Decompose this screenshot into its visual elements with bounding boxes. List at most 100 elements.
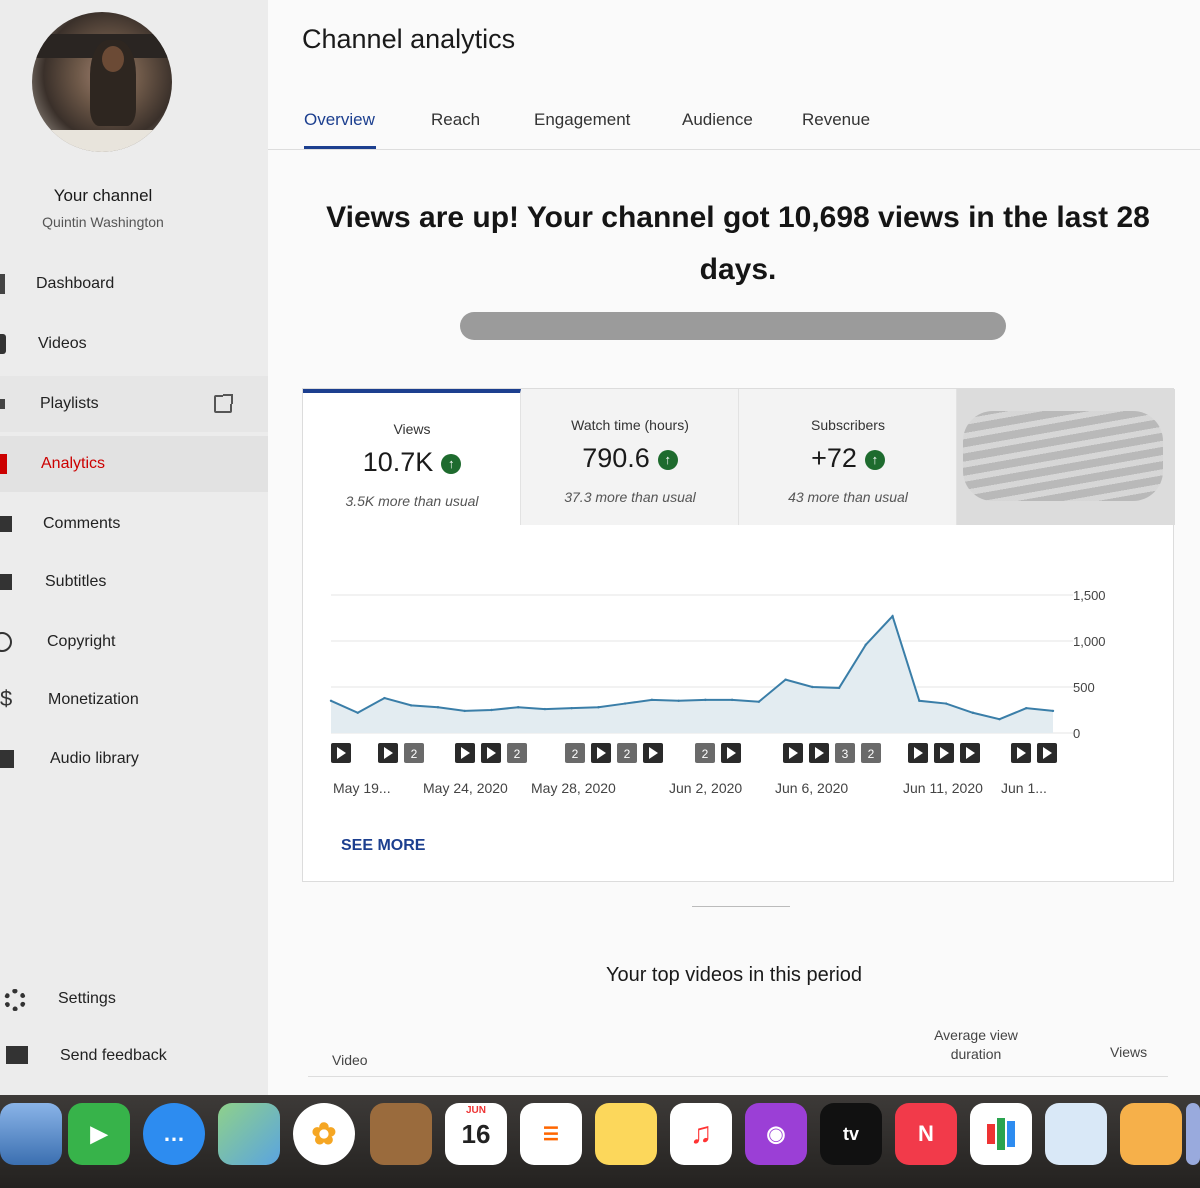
- table-divider: [308, 1076, 1168, 1077]
- sidebar-item-label: Dashboard: [36, 275, 115, 292]
- video-publish-marker: [1037, 743, 1057, 763]
- page-title: Channel analytics: [302, 24, 516, 54]
- contacts-icon[interactable]: [370, 1103, 432, 1165]
- playlists-icon: [0, 399, 5, 409]
- headline: Views are up! Your channel got 10,698 vi…: [326, 201, 1150, 286]
- external-link-icon[interactable]: [214, 394, 233, 413]
- notes-icon[interactable]: [595, 1103, 657, 1165]
- sidebar-item-settings[interactable]: Settings: [0, 971, 268, 1027]
- metric-tabs: Views 10.7K ↑ 3.5K more than usual Watch …: [303, 389, 1175, 525]
- tab-revenue[interactable]: Revenue: [802, 110, 871, 129]
- column-header-video[interactable]: Video: [332, 1052, 368, 1068]
- y-tick-label: 1,500: [1073, 588, 1106, 603]
- calendar-icon[interactable]: JUN 16: [445, 1103, 507, 1165]
- data-point: [677, 699, 680, 702]
- see-more-link[interactable]: SEE MORE: [341, 837, 426, 854]
- data-point: [410, 704, 413, 707]
- play-icon: [815, 747, 824, 759]
- messages-icon[interactable]: …: [143, 1103, 205, 1165]
- facetime-icon[interactable]: ▶: [68, 1103, 130, 1165]
- reminders-icon[interactable]: ☰: [520, 1103, 582, 1165]
- metric-note: 37.3 more than usual: [564, 489, 696, 505]
- maps-icon[interactable]: [218, 1103, 280, 1165]
- metric-note: 43 more than usual: [788, 489, 908, 505]
- macos-dock: ▶ … ✿ JUN 16 ☰ ♫ ◉ tv N: [0, 1095, 1200, 1188]
- sidebar: Your channel Quintin Washington Dashboar…: [0, 0, 268, 1095]
- sidebar-item-label: Analytics: [41, 455, 106, 472]
- top-videos-title: Your top videos in this period: [605, 964, 863, 986]
- calendar-month: JUN: [465, 1105, 486, 1116]
- marker-count: 2: [411, 747, 418, 761]
- sidebar-item-monetization[interactable]: $ Monetization: [0, 672, 268, 728]
- sidebar-item-audio-library[interactable]: Audio library: [0, 731, 268, 787]
- sidebar-item-analytics[interactable]: Analytics: [0, 436, 268, 492]
- photos-icon[interactable]: ✿: [293, 1103, 355, 1165]
- apple-tv-icon[interactable]: tv: [820, 1103, 882, 1165]
- sidebar-item-label: Copyright: [47, 633, 116, 650]
- column-header-avg-view-duration[interactable]: Average view duration: [934, 1027, 1018, 1062]
- metric-subscribers[interactable]: Subscribers +72 ↑ 43 more than usual: [739, 389, 957, 525]
- music-note-icon: [0, 750, 14, 768]
- tab-engagement[interactable]: Engagement: [534, 110, 631, 129]
- video-publish-marker: [809, 743, 829, 763]
- sidebar-item-send-feedback[interactable]: Send feedback: [0, 1028, 268, 1084]
- marker-count: 2: [572, 747, 579, 761]
- pages-icon[interactable]: [1120, 1103, 1182, 1165]
- arrow-up-icon: ↑: [864, 449, 885, 470]
- video-publish-marker: [934, 743, 954, 763]
- video-count-marker: 2: [617, 743, 637, 763]
- news-icon[interactable]: N: [895, 1103, 957, 1165]
- column-header-views[interactable]: Views: [1110, 1044, 1148, 1060]
- videos-icon: [0, 334, 6, 354]
- tab-audience[interactable]: Audience: [682, 110, 753, 129]
- video-publish-marker: [783, 743, 803, 763]
- y-tick-label: 1,000: [1073, 634, 1106, 649]
- tab-overview[interactable]: Overview: [304, 110, 375, 129]
- data-point: [730, 698, 734, 702]
- play-icon: [384, 747, 393, 759]
- x-tick-label: May 24, 2020: [423, 780, 508, 796]
- metric-watch-time[interactable]: Watch time (hours) 790.6 ↑ 37.3 more than…: [521, 389, 739, 525]
- channel-avatar[interactable]: [32, 12, 172, 152]
- video-publish-marker: [960, 743, 980, 763]
- metric-redacted[interactable]: [957, 389, 1175, 525]
- numbers-icon[interactable]: [970, 1103, 1032, 1165]
- play-icon: [487, 747, 496, 759]
- video-publish-marker: [481, 743, 501, 763]
- subtitles-icon: [0, 574, 12, 590]
- metric-views[interactable]: Views 10.7K ↑ 3.5K more than usual: [303, 389, 521, 525]
- sidebar-item-videos[interactable]: Videos: [0, 316, 268, 372]
- sidebar-item-copyright[interactable]: Copyright: [0, 614, 268, 670]
- sidebar-item-label: Send feedback: [60, 1047, 167, 1064]
- keynote-icon[interactable]: [1045, 1103, 1107, 1165]
- dashboard-icon: [0, 274, 5, 294]
- tv-label: tv: [842, 1123, 859, 1144]
- metric-label: Subscribers: [811, 417, 885, 433]
- data-point: [971, 711, 974, 714]
- podcasts-icon[interactable]: ◉: [745, 1103, 807, 1165]
- feedback-icon: [6, 1046, 28, 1064]
- music-icon[interactable]: ♫: [670, 1103, 732, 1165]
- your-channel-label: Your channel: [53, 186, 153, 205]
- sidebar-item-comments[interactable]: Comments: [0, 496, 268, 552]
- sidebar-item-dashboard[interactable]: Dashboard: [0, 256, 268, 312]
- data-point: [597, 706, 600, 709]
- copyright-icon: [0, 632, 12, 652]
- redaction-scribble: [963, 411, 1163, 501]
- video-count-marker: 2: [565, 743, 585, 763]
- marker-count: 2: [702, 747, 709, 761]
- dollar-icon: $: [0, 686, 13, 711]
- mail-stamp-icon[interactable]: [0, 1103, 62, 1165]
- data-point: [837, 686, 841, 690]
- redacted-text: [460, 312, 1006, 340]
- sidebar-item-subtitles[interactable]: Subtitles: [0, 554, 268, 610]
- play-icon: [597, 747, 606, 759]
- data-point: [463, 709, 466, 713]
- analytics-icon: [0, 454, 7, 474]
- video-publish-marker: [1011, 743, 1031, 763]
- app-store-icon[interactable]: [1186, 1103, 1200, 1165]
- metric-value: +72 ↑: [739, 443, 957, 474]
- sidebar-item-label: Audio library: [50, 750, 139, 767]
- sidebar-item-playlists[interactable]: Playlists: [0, 376, 268, 432]
- tab-reach[interactable]: Reach: [431, 110, 481, 129]
